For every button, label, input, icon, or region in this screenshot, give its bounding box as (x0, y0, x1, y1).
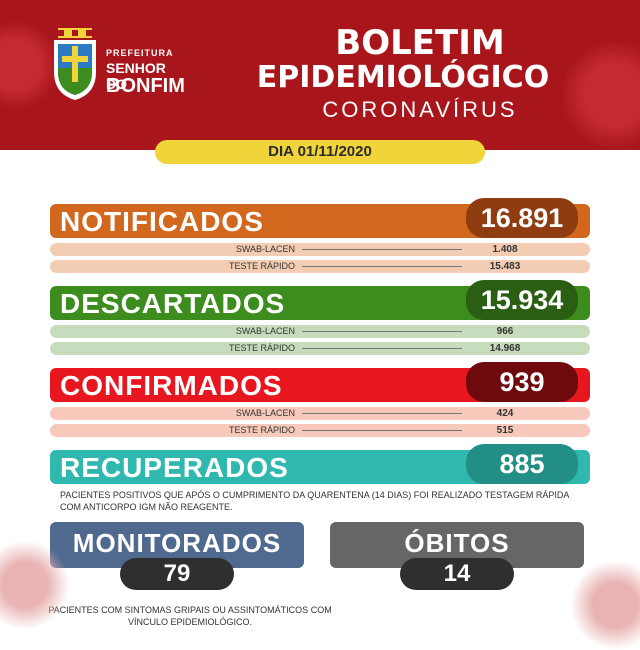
row-leader-line (302, 348, 462, 349)
prefeitura-logo: PREFEITURA SENHOR DO BONFIM (50, 28, 185, 108)
obitos-value: 14 (400, 558, 514, 590)
descartados-row-teste: TESTE RÁPIDO 14.968 (50, 342, 590, 355)
row-leader-line (302, 413, 462, 414)
virus-decoration-icon (570, 560, 640, 650)
monitorados-box: MONITORADOS (50, 522, 304, 568)
descartados-bar: DESCARTADOS 15.934 (50, 280, 590, 320)
city-name-line1: SENHOR DO (106, 60, 166, 92)
virus-decoration-icon (0, 540, 70, 630)
recuperados-bar: RECUPERADOS 885 (50, 444, 590, 484)
row-label: TESTE RÁPIDO (228, 343, 295, 353)
monitorados-value: 79 (120, 558, 234, 590)
monitorados-note: PACIENTES COM SINTOMAS GRIPAIS OU ASSINT… (48, 605, 332, 627)
header-banner: PREFEITURA SENHOR DO BONFIM BOLETIM EPID… (0, 0, 640, 150)
row-value: 1.408 (492, 244, 518, 255)
title-boletim: BOLETIM (335, 23, 505, 63)
confirmados-bar: CONFIRMADOS 939 (50, 362, 590, 402)
city-crest-icon (54, 28, 96, 100)
confirmados-row-swab: SWAB-LACEN 424 (50, 407, 590, 420)
row-label: TESTE RÁPIDO (228, 261, 295, 271)
notificados-bar: NOTIFICADOS 16.891 (50, 198, 590, 238)
notificados-total: 16.891 (466, 198, 578, 238)
row-value: 424 (496, 408, 514, 419)
row-leader-line (302, 430, 462, 431)
confirmados-total: 939 (466, 362, 578, 402)
row-leader-line (302, 331, 462, 332)
city-name-line2: BONFIM (106, 75, 185, 97)
virus-decoration-icon (560, 40, 640, 150)
notificados-label: NOTIFICADOS (60, 206, 264, 237)
prefeitura-label: PREFEITURA (106, 48, 174, 58)
title-coronavirus: CORONAVÍRUS (322, 97, 518, 122)
descartados-total: 15.934 (466, 280, 578, 320)
row-leader-line (302, 266, 462, 267)
descartados-label: DESCARTADOS (60, 288, 286, 319)
row-leader-line (302, 249, 462, 250)
row-value: 14.968 (489, 343, 521, 354)
confirmados-label: CONFIRMADOS (60, 370, 283, 401)
date-badge: DIA 01/11/2020 (155, 140, 485, 164)
row-label: SWAB-LACEN (235, 244, 295, 254)
row-value: 966 (496, 326, 514, 337)
recuperados-label: RECUPERADOS (60, 452, 289, 483)
recuperados-note: PACIENTES POSITIVOS QUE APÓS O CUMPRIMEN… (60, 490, 569, 512)
row-label: TESTE RÁPIDO (228, 425, 295, 435)
title-epidemiologico: EPIDEMIOLÓGICO (256, 60, 550, 95)
descartados-row-swab: SWAB-LACEN 966 (50, 325, 590, 338)
confirmados-row-teste: TESTE RÁPIDO 515 (50, 424, 590, 437)
row-value: 15.483 (489, 261, 521, 272)
notificados-row-swab: SWAB-LACEN 1.408 (50, 243, 590, 256)
recuperados-total: 885 (466, 444, 578, 484)
row-label: SWAB-LACEN (235, 326, 295, 336)
row-value: 515 (496, 425, 514, 436)
row-label: SWAB-LACEN (235, 408, 295, 418)
notificados-row-teste: TESTE RÁPIDO 15.483 (50, 260, 590, 273)
